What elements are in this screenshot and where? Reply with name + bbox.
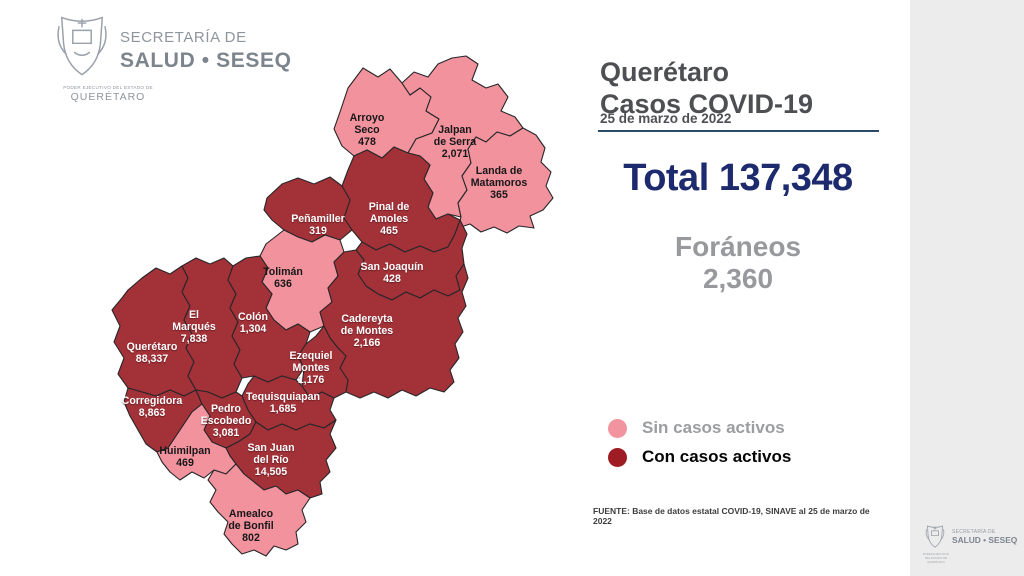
seseq-logo: SECRETARÍA DE SALUD • SESEQ PODER EJECUT… (48, 8, 318, 108)
source-note: FUENTE: Base de datos estatal COVID-19, … (593, 506, 870, 526)
total-cases: Total 137,348 (593, 157, 883, 200)
legend-row-sin-casos: Sin casos activos (608, 418, 791, 438)
foraneos-block: Foráneos 2,360 (593, 231, 883, 295)
mini-brand-salud-seseq: SALUD • SESEQ (952, 535, 1018, 545)
label-ezequiel-montes: Ezequiel Montes 1,176 (290, 350, 333, 386)
foraneos-value: 2,360 (702, 263, 774, 294)
label-queretaro: Querétaro 88,337 (127, 341, 178, 365)
municipality-ezequiel-montes (297, 325, 349, 399)
label-colon: Colón 1,304 (238, 311, 268, 335)
label-landa-de-matamoros: Landa de Matamoros 365 (471, 165, 528, 201)
label-penamiller: Peñamiller 319 (291, 213, 345, 237)
foraneos-label: Foráneos (674, 231, 802, 262)
label-arroyo-seco: Arroyo Seco 478 (350, 112, 385, 148)
dark-red-dot-icon (608, 447, 627, 467)
label-cadereyta-de-montes: Cadereyta de Montes 2,166 (341, 313, 393, 349)
label-amealco-de-bonfil: Amealco de Bonfil 802 (228, 508, 273, 544)
municipality-jalpan-de-serra (401, 55, 524, 220)
municipality-san-joaquin (355, 219, 468, 301)
brand-salud-seseq: SALUD • SESEQ (120, 48, 292, 72)
mini-brand-subtitle: PODER EJECUTIVO DEL ESTADO DE QUERÉTARO (922, 552, 950, 564)
brand-poder-ejecutivo: PODER EJECUTIVO DEL ESTADO DE (63, 85, 153, 90)
pink-dot-icon (608, 418, 627, 438)
brand-queretaro: QUERÉTARO (70, 91, 146, 103)
report-date: 25 de marzo de 2022 (600, 111, 732, 126)
page-title: Querétaro Casos COVID-19 (600, 56, 813, 120)
brand-subtitle: PODER EJECUTIVO DEL ESTADO DE QUERÉTARO (48, 85, 168, 103)
municipality-el-marques (181, 257, 243, 399)
total-value: 137,348 (718, 157, 853, 199)
municipality-corregidora (123, 387, 203, 453)
label-tequisquiapan: Tequisquiapan 1,685 (246, 391, 320, 415)
municipality-tequisquiapan (241, 375, 337, 431)
label-jalpan-de-serra: Jalpan de Serra 2,071 (434, 124, 477, 160)
municipality-cadereyta-de-montes (319, 249, 469, 399)
title-line-2: Casos COVID-19 (600, 89, 814, 120)
municipality-huimilpan (156, 403, 237, 481)
legend-row-con-casos: Con casos activos (608, 447, 791, 467)
date-underline (598, 130, 879, 132)
municipality-arroyo-seco (333, 67, 440, 159)
label-pinal-de-amoles: Pinal de Amoles 465 (369, 201, 410, 237)
municipality-pedro-escobedo (195, 389, 257, 449)
seseq-logo-small: SECRETARÍA DE SALUD • SESEQ (924, 524, 1017, 550)
legend: Sin casos activos Con casos activos (608, 418, 791, 467)
label-huimilpan: Huimilpan 469 (159, 445, 210, 469)
municipality-amealco-de-bonfil (207, 463, 311, 557)
right-gray-strip: SECRETARÍA DE SALUD • SESEQ PODER EJECUT… (910, 0, 1024, 576)
mini-brand-secretaria: SECRETARÍA DE (952, 529, 996, 535)
coat-of-arms-small-icon (925, 525, 945, 548)
municipality-pinal-de-amoles (341, 146, 461, 253)
label-toliman: Tolimán 636 (263, 266, 303, 290)
municipality-queretaro (111, 265, 197, 397)
label-corregidora: Corregidora 8,863 (122, 395, 183, 419)
brand-text: SECRETARÍA DE SALUD • SESEQ (120, 29, 292, 72)
municipality-landa-de-matamoros (457, 127, 554, 234)
label-san-juan-del-rio: San Juan del Río 14,505 (247, 442, 294, 478)
title-line-1: Querétaro (600, 57, 730, 88)
municipality-toliman (259, 229, 345, 333)
coat-of-arms-icon (57, 16, 107, 76)
total-label: Total (623, 157, 709, 199)
label-pedro-escobedo: Pedro Escobedo 3,081 (201, 403, 252, 439)
mini-brand-text: SECRETARÍA DE SALUD • SESEQ (952, 529, 1017, 545)
municipality-san-juan-del-rio (225, 419, 337, 499)
legend-label-sin-casos: Sin casos activos (642, 418, 785, 437)
label-el-marques: El Marqués 7,838 (172, 309, 216, 345)
label-san-joaquin: San Joaquín 428 (361, 261, 424, 285)
legend-label-con-casos: Con casos activos (642, 447, 792, 466)
brand-secretaria-de: SECRETARÍA DE (120, 29, 247, 46)
municipality-colon (227, 255, 311, 383)
municipality-penamiller (263, 176, 353, 243)
